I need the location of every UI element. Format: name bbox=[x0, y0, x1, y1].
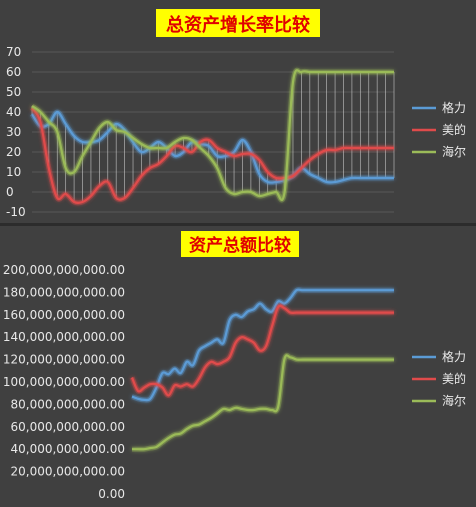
y-tick-label: 20 bbox=[6, 145, 21, 159]
y-tick-label: 30 bbox=[6, 125, 21, 139]
y-tick-label: 140,000,000,000.00 bbox=[3, 330, 125, 344]
series-line-1 bbox=[130, 304, 394, 397]
chart-total-assets: 资产总额比较 200,000,000,000.00 180,000,000,000.… bbox=[3, 231, 466, 501]
y-tick-label: 180,000,000,000.00 bbox=[3, 285, 125, 299]
series-line-0 bbox=[131, 288, 394, 402]
y-tick-label: 80,000,000,000.00 bbox=[10, 397, 125, 411]
legend-label: 美的 bbox=[442, 371, 466, 386]
y-tick-label: 40 bbox=[6, 105, 21, 119]
legend-label: 海尔 bbox=[442, 144, 466, 159]
y-tick-label: 70 bbox=[6, 45, 21, 59]
y-tick-label: 0 bbox=[6, 185, 14, 199]
panel-divider bbox=[0, 223, 476, 226]
y-tick-label: 10 bbox=[6, 165, 21, 179]
y-tick-label: 20,000,000,000.00 bbox=[10, 465, 125, 479]
series-glow-1 bbox=[29, 106, 394, 206]
y-tick-label: 40,000,000,000.00 bbox=[10, 442, 125, 456]
legend-label: 格力 bbox=[442, 100, 466, 115]
y-tick-label: 60,000,000,000.00 bbox=[10, 420, 125, 434]
y-tick-label: 160,000,000,000.00 bbox=[3, 308, 125, 322]
y-tick-label: -10 bbox=[6, 205, 26, 219]
series-line-2 bbox=[31, 69, 394, 202]
y-tick-label: 120,000,000,000.00 bbox=[3, 353, 125, 367]
chart-title: 资产总额比较 bbox=[189, 235, 291, 256]
legend-label: 格力 bbox=[442, 349, 466, 364]
chart-title-box bbox=[156, 9, 320, 37]
y-tick-label: 100,000,000,000.00 bbox=[3, 375, 125, 389]
chart-total-assets-panel: 资产总额比较 200,000,000,000.00 180,000,000,000.… bbox=[0, 226, 476, 507]
chart-title: 总资产增长率比较 bbox=[166, 14, 310, 36]
chart-title-box bbox=[181, 231, 299, 257]
y-tick-label: 60 bbox=[6, 65, 21, 79]
legend-label: 美的 bbox=[442, 122, 466, 137]
chart-growth-rate-panel: 总资产增长率比较 70 60 50 40 30 20 10 0 -10 格力美的海尔 bbox=[0, 0, 476, 223]
series-line-2 bbox=[132, 354, 394, 451]
legend-label: 海尔 bbox=[442, 393, 466, 408]
series-line-1 bbox=[31, 107, 394, 204]
y-tick-label: 50 bbox=[6, 85, 21, 99]
y-tick-label: 0.00 bbox=[98, 487, 125, 501]
y-tick-label: 200,000,000,000.00 bbox=[3, 263, 125, 277]
